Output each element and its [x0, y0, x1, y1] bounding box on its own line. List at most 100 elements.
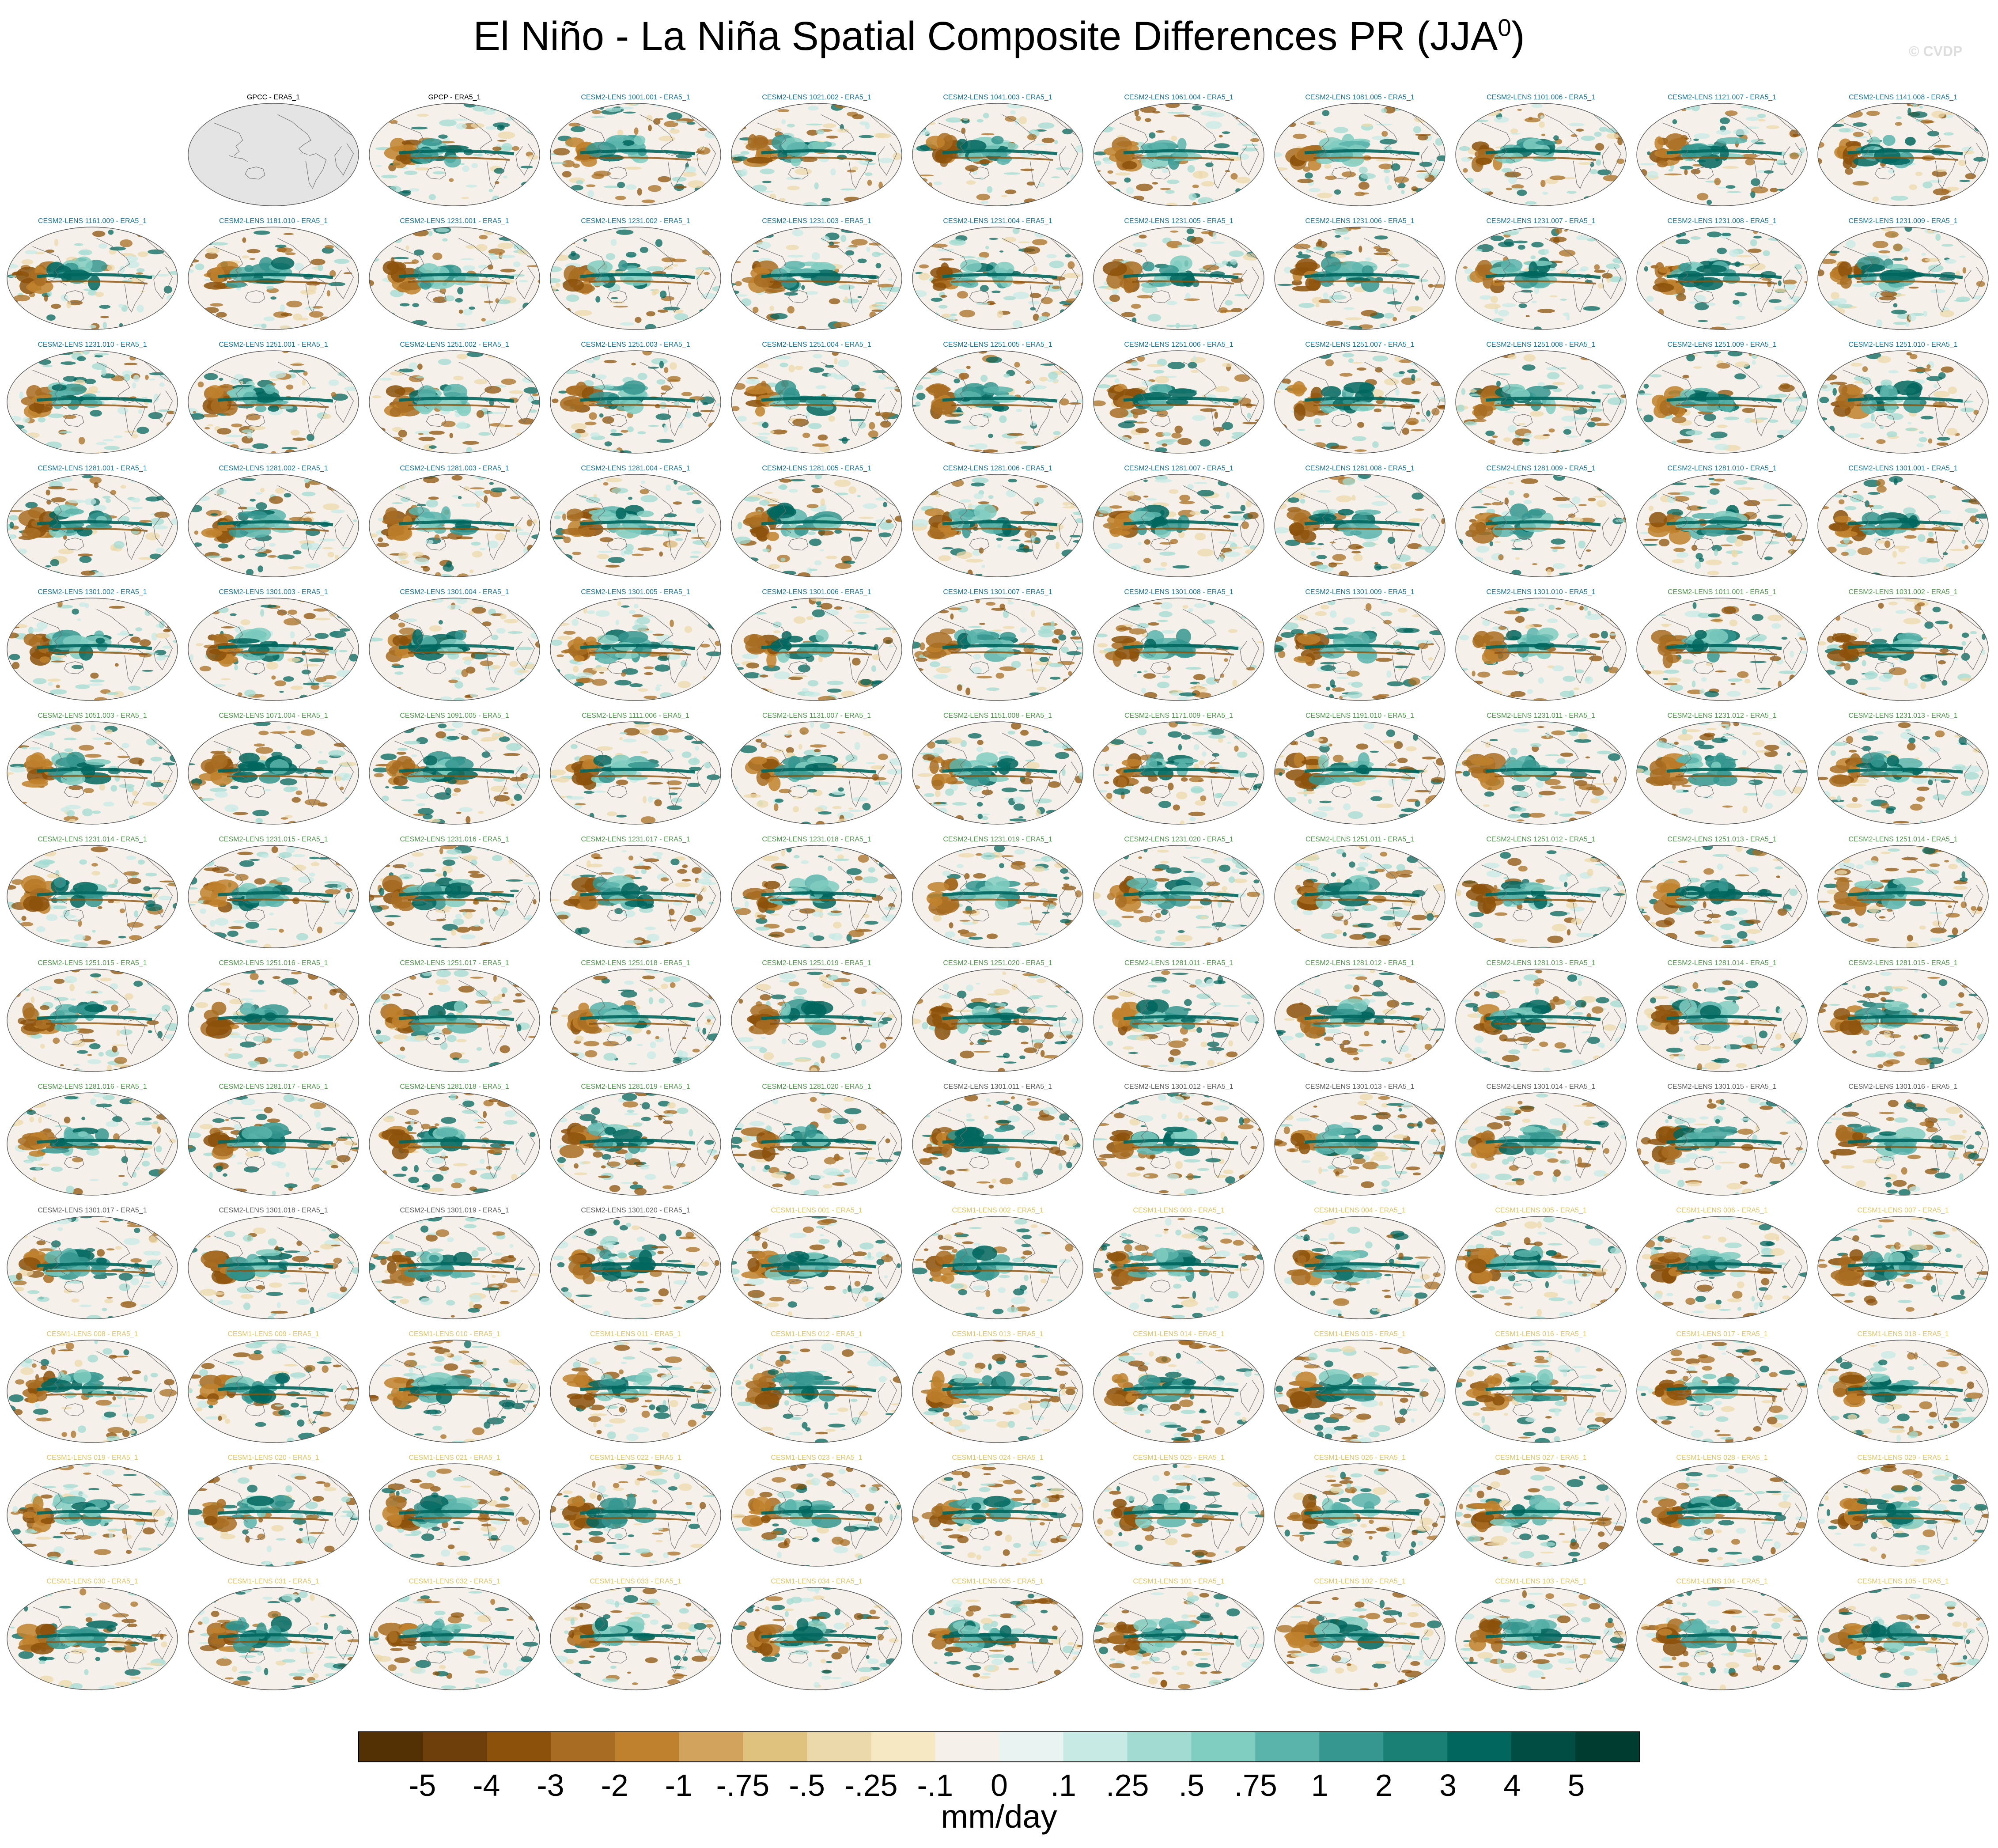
map-panel-globe — [188, 227, 359, 330]
map-panel-globe — [1455, 103, 1627, 206]
map-panel: CESM2-LENS 1231.013 - ERA5_1 — [1813, 712, 1994, 831]
map-panel-title: CESM2-LENS 1251.013 - ERA5_1 — [1667, 836, 1777, 843]
map-panel-globe — [1093, 474, 1264, 577]
map-panel: CESM2-LENS 1281.008 - ERA5_1 — [1269, 465, 1450, 584]
map-panel: CESM1-LENS 022 - ERA5_1 — [545, 1454, 726, 1573]
map-panel-title: CESM2-LENS 1301.005 - ERA5_1 — [581, 588, 690, 596]
map-panel: CESM2-LENS 1281.014 - ERA5_1 — [1631, 959, 1813, 1079]
map-panel-globe — [731, 1340, 902, 1443]
map-panel: CESM2-LENS 1251.014 - ERA5_1 — [1813, 836, 1994, 955]
map-panel-globe — [1274, 1587, 1446, 1690]
map-panel-title: CESM1-LENS 013 - ERA5_1 — [952, 1330, 1044, 1338]
map-panel-globe — [550, 103, 721, 206]
map-panel-globe — [912, 1092, 1083, 1196]
map-panel-title: CESM2-LENS 1301.017 - ERA5_1 — [38, 1207, 147, 1214]
map-panel: CESM2-LENS 1251.006 - ERA5_1 — [1088, 341, 1269, 460]
map-panel: CESM2-LENS 1251.015 - ERA5_1 — [2, 959, 183, 1079]
map-panel: GPCP - ERA5_1 — [364, 94, 545, 213]
colorbar-swatch — [807, 1732, 872, 1761]
map-panel: CESM1-LENS 009 - ERA5_1 — [183, 1330, 364, 1450]
map-panel-title: CESM1-LENS 004 - ERA5_1 — [1314, 1207, 1406, 1214]
map-panel-title: CESM2-LENS 1231.018 - ERA5_1 — [762, 836, 871, 843]
map-panel: CESM2-LENS 1281.012 - ERA5_1 — [1269, 959, 1450, 1079]
map-panel-title: CESM1-LENS 104 - ERA5_1 — [1676, 1578, 1768, 1585]
map-panel: CESM2-LENS 1301.004 - ERA5_1 — [364, 588, 545, 708]
map-panel-title: CESM2-LENS 1301.020 - ERA5_1 — [581, 1207, 690, 1214]
map-panel-globe — [1636, 1587, 1808, 1690]
map-panel: CESM2-LENS 1061.004 - ERA5_1 — [1088, 94, 1269, 213]
map-panel-globe — [7, 1216, 178, 1319]
map-panel-title: CESM2-LENS 1251.002 - ERA5_1 — [400, 341, 509, 348]
colorbar — [358, 1731, 1640, 1762]
map-panel-title: CESM1-LENS 010 - ERA5_1 — [409, 1330, 500, 1338]
map-panel-globe — [912, 721, 1083, 825]
map-panel: CESM2-LENS 1281.006 - ERA5_1 — [907, 465, 1088, 584]
colorbar-tick: -1 — [665, 1768, 692, 1803]
map-panel-title: CESM2-LENS 1301.010 - ERA5_1 — [1486, 588, 1596, 596]
map-panel-globe — [550, 969, 721, 1072]
map-panel: CESM2-LENS 1231.009 - ERA5_1 — [1813, 217, 1994, 337]
map-panel-title: CESM2-LENS 1301.006 - ERA5_1 — [762, 588, 871, 596]
colorbar-swatch — [1319, 1732, 1384, 1761]
map-panel: CESM2-LENS 1281.001 - ERA5_1 — [2, 465, 183, 584]
map-panel-globe — [1093, 350, 1264, 454]
map-panel: CESM1-LENS 010 - ERA5_1 — [364, 1330, 545, 1450]
map-panel: CESM2-LENS 1281.020 - ERA5_1 — [726, 1083, 907, 1202]
map-panel-globe — [1636, 1340, 1808, 1443]
map-panel: CESM1-LENS 005 - ERA5_1 — [1450, 1207, 1631, 1326]
map-panel-title: CESM2-LENS 1281.008 - ERA5_1 — [1305, 465, 1415, 472]
colorbar-tick: -4 — [473, 1768, 500, 1803]
map-panel-globe — [369, 350, 540, 454]
map-panel-globe — [188, 721, 359, 825]
map-panel-title: CESM1-LENS 033 - ERA5_1 — [590, 1578, 681, 1585]
map-panel: CESM2-LENS 1251.016 - ERA5_1 — [183, 959, 364, 1079]
map-panel-globe — [550, 474, 721, 577]
map-panel: CESM2-LENS 1281.018 - ERA5_1 — [364, 1083, 545, 1202]
map-panel-title: CESM2-LENS 1031.002 - ERA5_1 — [1848, 588, 1958, 596]
map-panel-globe — [1274, 721, 1446, 825]
map-panel-globe — [188, 103, 359, 206]
map-panel-title: CESM2-LENS 1141.008 - ERA5_1 — [1848, 94, 1958, 101]
map-panel-globe — [188, 1216, 359, 1319]
map-panel-globe — [369, 227, 540, 330]
map-panel-globe — [1636, 1216, 1808, 1319]
map-panel-globe — [1455, 969, 1627, 1072]
colorbar-swatch — [999, 1732, 1064, 1761]
map-panel-title: CESM2-LENS 1041.003 - ERA5_1 — [943, 94, 1052, 101]
map-panel-globe — [188, 1463, 359, 1567]
map-panel-title: CESM2-LENS 1231.005 - ERA5_1 — [1124, 217, 1234, 225]
colorbar-tick: 4 — [1503, 1768, 1521, 1803]
map-panel-globe — [912, 1587, 1083, 1690]
map-panel: CESM2-LENS 1301.005 - ERA5_1 — [545, 588, 726, 708]
colorbar-swatch — [1575, 1732, 1639, 1761]
map-panel-title: CESM2-LENS 1301.015 - ERA5_1 — [1667, 1083, 1777, 1091]
map-panel-title: CESM2-LENS 1301.011 - ERA5_1 — [943, 1083, 1052, 1091]
map-panel: CESM1-LENS 027 - ERA5_1 — [1450, 1454, 1631, 1573]
map-panel-globe — [550, 1463, 721, 1567]
map-panel: CESM2-LENS 1051.003 - ERA5_1 — [2, 712, 183, 831]
map-panel: CESM2-LENS 1251.010 - ERA5_1 — [1813, 341, 1994, 460]
map-panel-globe — [1455, 721, 1627, 825]
map-panel-globe — [1817, 721, 1989, 825]
map-panel-globe — [369, 1463, 540, 1567]
map-panel: CESM2-LENS 1301.012 - ERA5_1 — [1088, 1083, 1269, 1202]
map-panel: CESM2-LENS 1281.016 - ERA5_1 — [2, 1083, 183, 1202]
map-panel: CESM2-LENS 1231.006 - ERA5_1 — [1269, 217, 1450, 337]
map-panel-globe — [550, 350, 721, 454]
map-panel: CESM2-LENS 1281.010 - ERA5_1 — [1631, 465, 1813, 584]
map-panel: CESM2-LENS 1231.010 - ERA5_1 — [2, 341, 183, 460]
map-panel: CESM2-LENS 1251.003 - ERA5_1 — [545, 341, 726, 460]
map-panel-title: CESM2-LENS 1281.013 - ERA5_1 — [1486, 959, 1596, 967]
map-panel-title: CESM2-LENS 1281.007 - ERA5_1 — [1124, 465, 1234, 472]
map-panel-title: CESM1-LENS 003 - ERA5_1 — [1133, 1207, 1225, 1214]
map-panel-title: CESM2-LENS 1281.004 - ERA5_1 — [581, 465, 690, 472]
map-panel: CESM1-LENS 020 - ERA5_1 — [183, 1454, 364, 1573]
map-panel-globe — [1093, 1463, 1264, 1567]
map-panel-title: CESM1-LENS 021 - ERA5_1 — [409, 1454, 500, 1462]
colorbar-swatch — [1191, 1732, 1256, 1761]
map-panel: CESM1-LENS 017 - ERA5_1 — [1631, 1330, 1813, 1450]
map-panel: CESM2-LENS 1301.018 - ERA5_1 — [183, 1207, 364, 1326]
map-panel: CESM2-LENS 1001.001 - ERA5_1 — [545, 94, 726, 213]
map-panel-title: CESM2-LENS 1231.001 - ERA5_1 — [400, 217, 509, 225]
map-panel-title: CESM2-LENS 1281.001 - ERA5_1 — [38, 465, 147, 472]
